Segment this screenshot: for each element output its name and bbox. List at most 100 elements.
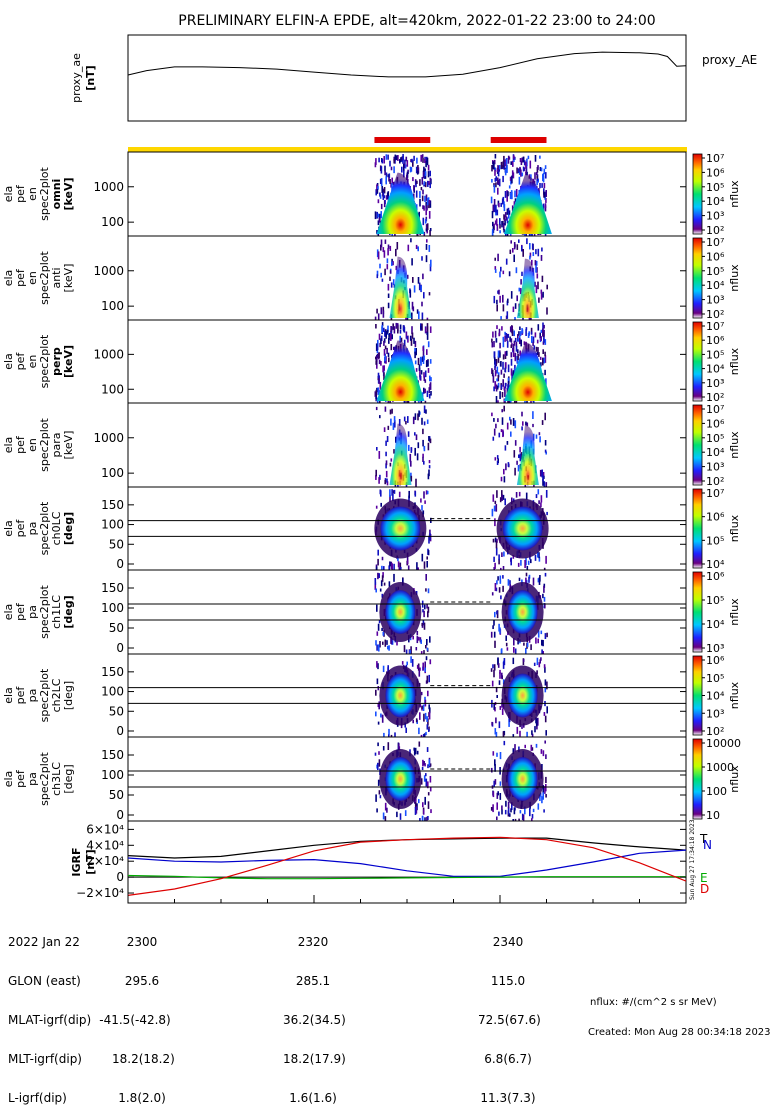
noise-pixel bbox=[534, 554, 537, 561]
noise-pixel bbox=[529, 255, 531, 260]
noise-pixel bbox=[535, 249, 537, 255]
noise-pixel bbox=[412, 277, 414, 283]
noise-pixel bbox=[400, 157, 402, 163]
noise-pixel bbox=[506, 441, 509, 445]
noise-pixel bbox=[384, 268, 386, 276]
noise-pixel bbox=[502, 339, 505, 348]
colorbar bbox=[692, 237, 703, 319]
noise-pixel bbox=[537, 248, 540, 257]
ylabel-line: spec2plot bbox=[38, 501, 51, 555]
noise-pixel bbox=[396, 641, 398, 646]
noise-pixel bbox=[428, 728, 430, 732]
noise-pixel bbox=[500, 161, 503, 170]
pa-blob-1 bbox=[385, 757, 416, 801]
noise-pixel bbox=[410, 159, 412, 163]
colorbar-label: nflux bbox=[728, 264, 741, 292]
noise-pixel bbox=[382, 665, 385, 673]
noise-pixel bbox=[503, 476, 506, 483]
ytick-label: 1000 bbox=[93, 431, 124, 445]
noise-pixel bbox=[495, 359, 498, 365]
noise-pixel bbox=[519, 331, 522, 336]
noise-pixel bbox=[541, 247, 543, 252]
noise-pixel bbox=[416, 309, 419, 314]
noise-pixel bbox=[496, 490, 498, 498]
noise-pixel bbox=[403, 327, 406, 333]
noise-pixel bbox=[401, 661, 404, 665]
noise-pixel bbox=[391, 334, 393, 340]
noise-pixel bbox=[541, 639, 543, 646]
noise-pixel bbox=[542, 750, 545, 757]
noise-pixel bbox=[409, 166, 412, 173]
noise-pixel bbox=[515, 399, 518, 403]
noise-pixel bbox=[495, 686, 498, 693]
noise-pixel bbox=[502, 494, 505, 500]
ephemeris-labels: 2022 Jan 22 GLON (east) MLAT-igrf(dip) M… bbox=[8, 910, 91, 1118]
noise-pixel bbox=[380, 335, 383, 341]
noise-pixel bbox=[382, 310, 385, 318]
noise-pixel bbox=[510, 808, 512, 813]
noise-pixel bbox=[525, 421, 527, 426]
ytick-label: 4×10⁴ bbox=[86, 838, 124, 852]
noise-pixel bbox=[401, 166, 403, 173]
noise-pixel bbox=[535, 260, 538, 266]
noise-pixel bbox=[403, 416, 406, 422]
noise-pixel bbox=[414, 351, 416, 359]
noise-pixel bbox=[541, 469, 543, 478]
noise-pixel bbox=[540, 293, 543, 300]
noise-pixel bbox=[385, 154, 388, 160]
noise-pixel bbox=[421, 816, 424, 820]
noise-pixel bbox=[423, 181, 426, 185]
noise-pixel bbox=[510, 240, 512, 244]
noise-pixel bbox=[543, 324, 545, 329]
noise-pixel bbox=[386, 640, 388, 645]
colorbar-tick-label: 10⁵ bbox=[706, 181, 724, 194]
noise-pixel bbox=[383, 566, 385, 570]
noise-pixel bbox=[419, 356, 422, 364]
colorbar-tick-label: 10⁷ bbox=[706, 487, 724, 500]
noise-pixel bbox=[532, 808, 535, 813]
noise-pixel bbox=[524, 744, 526, 749]
noise-pixel bbox=[386, 347, 388, 354]
spectrum-blob-2 bbox=[516, 258, 539, 318]
noise-pixel bbox=[424, 500, 426, 504]
noise-pixel bbox=[380, 178, 383, 187]
ytick-label: 100 bbox=[101, 685, 124, 699]
noise-pixel bbox=[429, 763, 432, 767]
noise-pixel bbox=[494, 365, 496, 371]
colorbar-tick-label: 10⁶ bbox=[706, 654, 725, 667]
noise-pixel bbox=[529, 252, 532, 258]
noise-pixel bbox=[510, 161, 512, 165]
noise-pixel bbox=[497, 165, 499, 169]
noise-pixel bbox=[503, 405, 505, 412]
noise-pixel bbox=[497, 169, 500, 177]
noise-pixel bbox=[536, 178, 538, 186]
noise-pixel bbox=[546, 511, 548, 516]
noise-pixel bbox=[381, 565, 383, 570]
noise-pixel bbox=[387, 248, 389, 256]
noise-pixel bbox=[496, 538, 498, 543]
noise-pixel bbox=[531, 335, 533, 343]
noise-pixel bbox=[538, 662, 541, 668]
noise-pixel bbox=[394, 419, 396, 428]
noise-pixel bbox=[405, 317, 407, 320]
noise-pixel bbox=[396, 242, 399, 250]
noise-pixel bbox=[425, 208, 427, 216]
noise-pixel bbox=[526, 642, 529, 648]
noise-pixel bbox=[414, 447, 416, 456]
noise-pixel bbox=[506, 217, 509, 224]
noise-pixel bbox=[543, 192, 546, 198]
noise-pixel bbox=[503, 551, 505, 557]
noise-pixel bbox=[413, 749, 416, 756]
noise-pixel bbox=[545, 190, 547, 197]
noise-pixel bbox=[518, 287, 521, 292]
noise-pixel bbox=[422, 170, 425, 179]
panel-proxy_ae: proxy_ae [nT] proxy_AE bbox=[70, 34, 757, 122]
noise-pixel bbox=[390, 734, 393, 737]
igrf-T-line bbox=[127, 837, 687, 859]
noise-pixel bbox=[491, 338, 493, 343]
noise-pixel bbox=[497, 355, 500, 363]
noise-pixel bbox=[546, 307, 548, 315]
noise-pixel bbox=[505, 158, 508, 165]
